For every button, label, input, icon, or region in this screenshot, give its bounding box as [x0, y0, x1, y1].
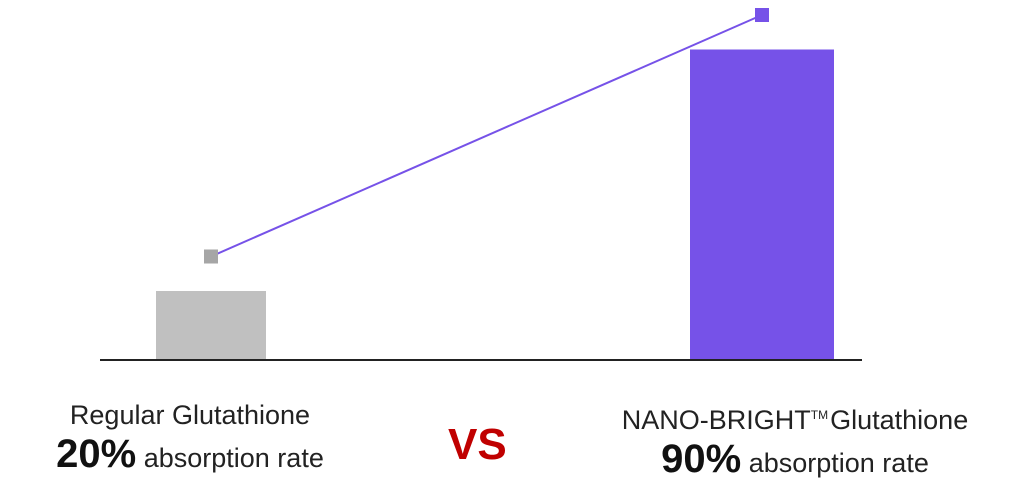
bar-nano-bright-glutathione: [690, 49, 834, 360]
vs-label: VS: [448, 420, 507, 469]
regular-rate-value: 20%: [56, 432, 137, 476]
right-product-label: NANO-BRIGHTTMGlutathione 90% absorption …: [560, 398, 1030, 485]
trend-marker-nano-bright: [755, 8, 769, 22]
regular-rate-text: absorption rate: [143, 443, 324, 473]
nano-bright-name: NANO-BRIGHTTMGlutathione: [560, 398, 1030, 437]
trend-marker-regular: [204, 249, 218, 264]
regular-glutathione-name: Regular Glutathione: [69, 400, 311, 430]
nano-bright-prefix: NANO-BRIGHT: [621, 405, 811, 435]
nano-bright-rate-line: 90% absorption rate: [560, 437, 1030, 485]
left-product-label: Regular Glutathione 20% absorption rate: [0, 398, 380, 480]
trend-line: [210, 14, 763, 258]
trademark-symbol: TM: [810, 408, 829, 422]
nano-bright-suffix: Glutathione: [830, 405, 969, 435]
bars-layer: [156, 49, 834, 360]
bar-regular-glutathione: [156, 291, 266, 360]
nano-bright-rate-text: absorption rate: [748, 448, 929, 478]
trend-layer: [204, 8, 769, 264]
absorption-chart: [100, 8, 862, 361]
nano-bright-rate-value: 90%: [661, 437, 742, 481]
regular-rate-line: 20% absorption rate: [0, 432, 380, 480]
